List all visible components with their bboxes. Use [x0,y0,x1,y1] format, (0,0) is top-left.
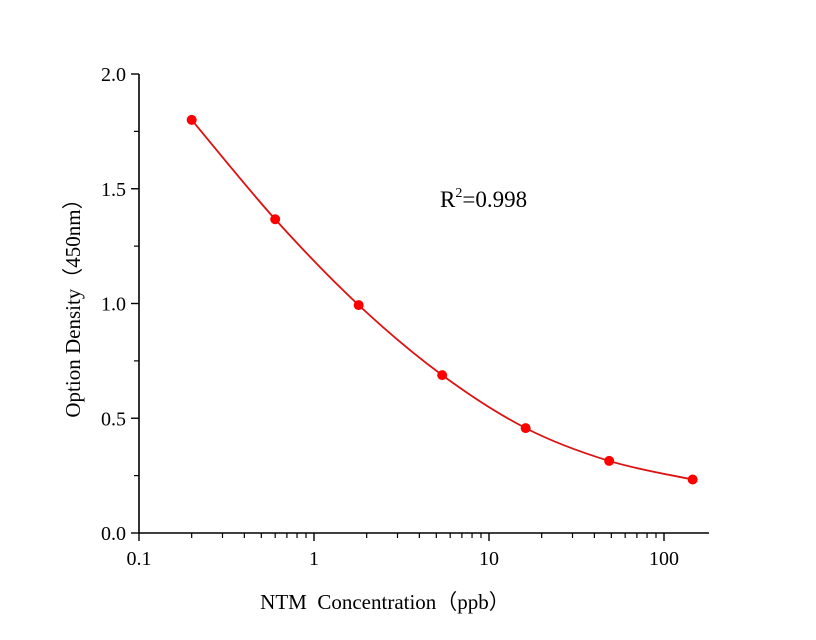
axes: 0.0 0.5 1.0 1.5 2.0 0.1 1 10 100 [101,64,709,570]
x-axis-label: NTM Concentration（ppb） [260,590,510,614]
y-tick-label: 1.5 [101,179,126,201]
data-point [270,214,281,225]
y-tick-label: 0.0 [101,523,126,545]
data-points-layer [186,114,698,485]
r-squared-annotation: R2=0.998 [440,186,527,212]
data-point [353,300,364,311]
y-tick-label: 1.0 [101,294,126,316]
x-tick-label: 1 [309,548,319,570]
x-tick-label: 0.1 [127,548,152,570]
x-tick-label: 10 [479,548,499,570]
fit-curve-line [190,119,693,481]
fit-curve-layer [190,119,693,481]
data-point [687,474,698,485]
data-point [437,370,448,381]
y-axis-label: Option Density（450nm） [61,188,85,417]
data-point [604,455,615,466]
x-tick-label: 100 [649,548,679,570]
data-point [520,423,531,434]
y-tick-label: 0.5 [101,408,126,430]
data-point [186,114,197,125]
y-tick-label: 2.0 [101,64,126,86]
